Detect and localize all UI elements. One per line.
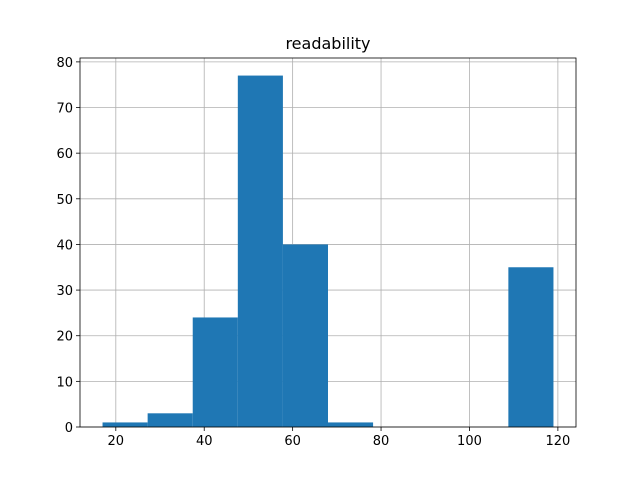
bar: [328, 422, 374, 427]
bar: [237, 75, 283, 428]
y-tick-label: 20: [56, 330, 73, 345]
bar: [147, 413, 193, 427]
bar: [192, 317, 238, 427]
plot-frame: [79, 57, 577, 428]
y-tick-label: 40: [56, 238, 73, 253]
y-tick-label: 80: [56, 56, 73, 71]
bar: [102, 422, 148, 427]
y-tick-label: 70: [56, 102, 73, 117]
x-tick-label: 100: [457, 434, 482, 449]
x-tick-label: 120: [545, 434, 570, 449]
x-tick-label: 80: [373, 434, 390, 449]
x-tick-label: 60: [284, 434, 301, 449]
chart-title: readability: [285, 34, 370, 53]
y-tick-label: 50: [56, 193, 73, 208]
bar: [282, 244, 328, 427]
x-tick-label: 20: [108, 434, 125, 449]
y-tick-label: 0: [65, 421, 73, 436]
x-tick-label: 40: [196, 434, 213, 449]
y-tick-label: 60: [56, 147, 73, 162]
y-tick-label: 30: [56, 284, 73, 299]
y-tick-label: 10: [56, 375, 73, 390]
bar: [508, 267, 554, 427]
